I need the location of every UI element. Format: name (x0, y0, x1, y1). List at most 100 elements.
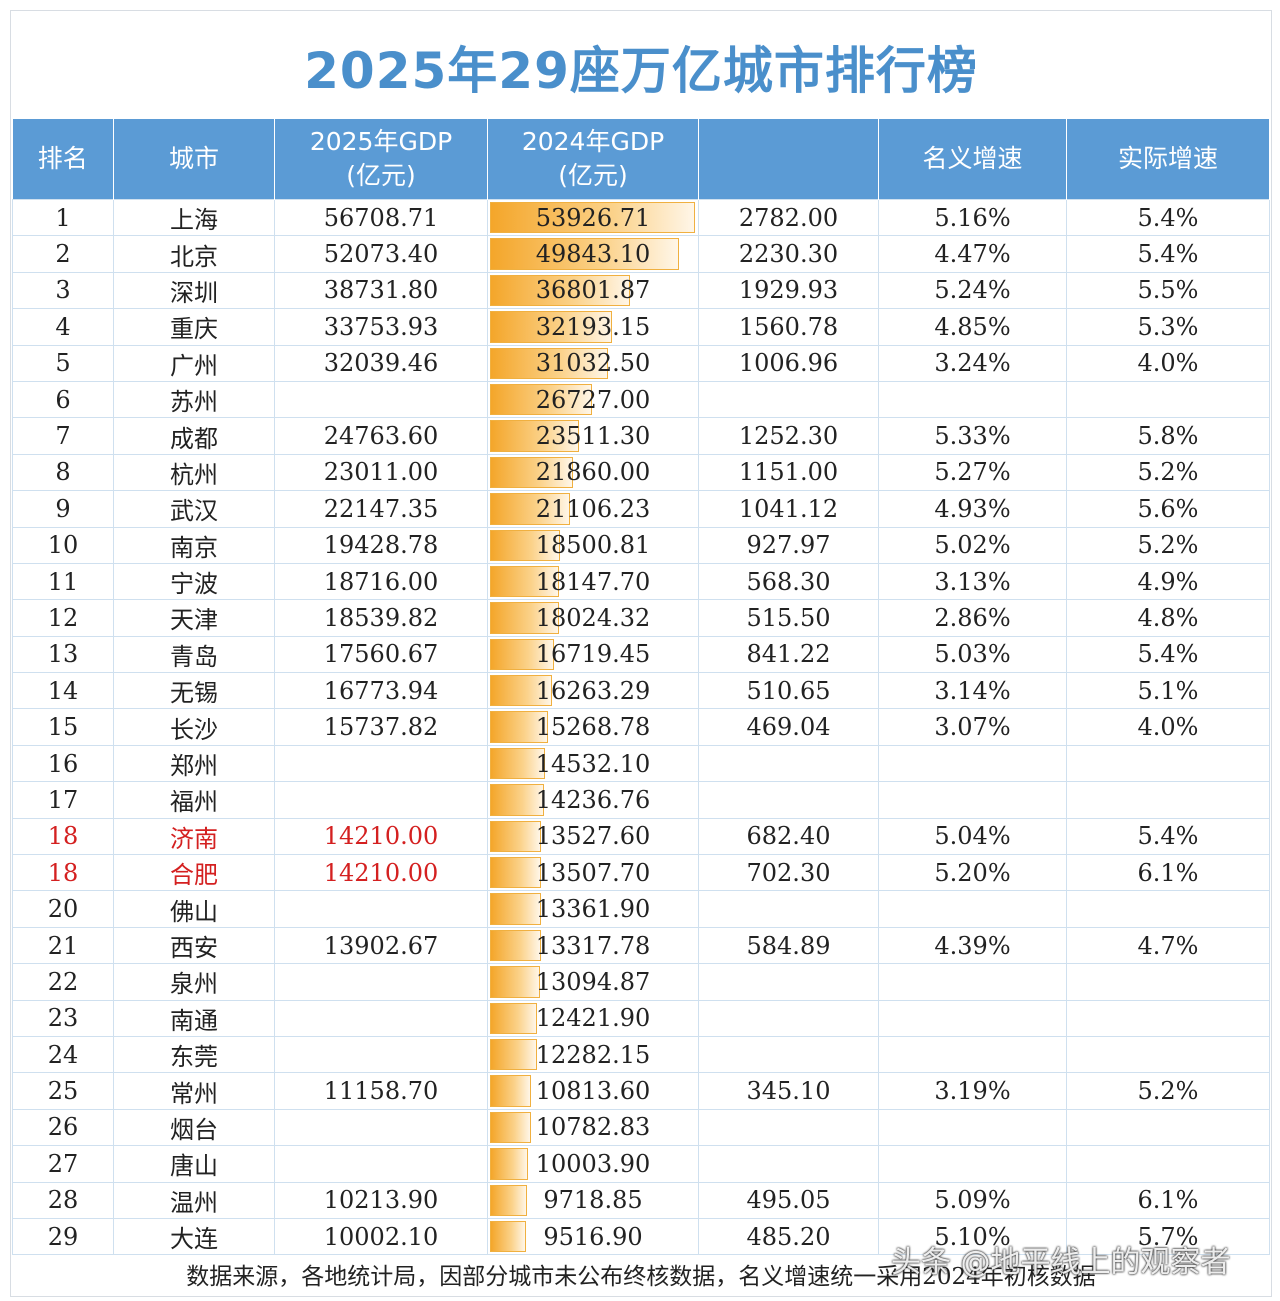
cell-real (1066, 380, 1270, 419)
cell-rank: 12 (12, 599, 114, 637)
table-row: 12 天津 18539.82 18024.32 515.50 2.86% 4.8% (12, 599, 1270, 637)
cell-city: 常州 (113, 1072, 275, 1110)
cell-nominal (878, 1035, 1067, 1074)
gdp-2024-value: 9718.85 (543, 1186, 643, 1215)
cell-nominal: 4.85% (878, 308, 1067, 346)
cell-city: 天津 (113, 599, 275, 637)
header-real-growth: 实际增速 (1066, 119, 1270, 200)
cell-gdp2024: 49843.10 (487, 235, 699, 273)
cell-real (1066, 1145, 1270, 1183)
cell-gdp2025: 52073.40 (274, 235, 488, 273)
table-row: 1 上海 56708.71 53926.71 2782.00 5.16% 5.4% (12, 198, 1270, 237)
cell-gdp2024: 10813.60 (487, 1072, 699, 1110)
cell-gdp2025: 33753.93 (274, 308, 488, 346)
cell-diff (698, 380, 879, 419)
cell-real (1066, 744, 1270, 783)
cell-real (1066, 781, 1270, 819)
cell-rank: 4 (12, 308, 114, 346)
cell-diff (698, 781, 879, 819)
table-row: 27 唐山 10003.90 (12, 1145, 1270, 1183)
gdp-2024-value: 26727.00 (535, 385, 651, 414)
table-header: 排名 城市 2025年GDP (亿元) 2024年GDP (亿元) 名义增速 实际增速 (12, 119, 1270, 200)
cell-gdp2025 (274, 999, 488, 1037)
cell-gdp2024: 9516.90 (487, 1217, 699, 1256)
cell-gdp2025 (274, 963, 488, 1001)
data-bar (490, 602, 559, 634)
header-gdp-2025: 2025年GDP (亿元) (274, 119, 488, 200)
data-bar (490, 529, 561, 561)
cell-rank: 8 (12, 453, 114, 492)
data-bar (490, 820, 542, 853)
cell-real: 5.4% (1066, 235, 1270, 273)
data-bar (490, 420, 580, 452)
cell-real: 4.0% (1066, 708, 1270, 746)
cell-gdp2024: 18024.32 (487, 599, 699, 637)
data-bar (490, 311, 613, 343)
cell-rank: 20 (12, 890, 114, 928)
cell-rank: 24 (12, 1035, 114, 1074)
gdp-2024-value: 9516.90 (543, 1222, 643, 1251)
cell-gdp2025: 18539.82 (274, 599, 488, 637)
cell-real (1066, 1108, 1270, 1147)
cell-real: 6.1% (1066, 854, 1270, 892)
cell-city: 福州 (113, 781, 275, 819)
cell-gdp2025: 56708.71 (274, 198, 488, 237)
cell-diff: 1041.12 (698, 490, 879, 528)
table-row: 10 南京 19428.78 18500.81 927.97 5.02% 5.2% (12, 526, 1270, 564)
cell-gdp2025: 14210.00 (274, 854, 488, 892)
cell-diff (698, 963, 879, 1001)
header-nominal-growth: 名义增速 (878, 119, 1067, 200)
cell-city: 温州 (113, 1181, 275, 1219)
cell-city: 苏州 (113, 380, 275, 419)
cell-gdp2025: 14210.00 (274, 817, 488, 856)
cell-rank: 21 (12, 926, 114, 965)
gdp-2024-value: 13527.60 (535, 822, 651, 851)
data-bar (490, 747, 546, 780)
gdp-2024-value: 53926.71 (535, 203, 651, 232)
cell-nominal: 4.39% (878, 926, 1067, 965)
cell-rank: 11 (12, 562, 114, 601)
cell-real: 4.8% (1066, 599, 1270, 637)
gdp-2024-value: 31032.50 (535, 349, 651, 378)
table-row: 23 南通 12421.90 (12, 999, 1270, 1037)
cell-gdp2025: 38731.80 (274, 271, 488, 310)
cell-gdp2024: 32193.15 (487, 308, 699, 346)
cell-gdp2025 (274, 781, 488, 819)
cell-real: 5.2% (1066, 453, 1270, 492)
table-row: 11 宁波 18716.00 18147.70 568.30 3.13% 4.9% (12, 562, 1270, 601)
cell-real: 5.3% (1066, 308, 1270, 346)
cell-nominal (878, 890, 1067, 928)
table-row: 29 大连 10002.10 9516.90 485.20 5.10% 5.7% (12, 1217, 1270, 1256)
cell-real (1066, 963, 1270, 1001)
cell-diff: 702.30 (698, 854, 879, 892)
cell-diff: 927.97 (698, 526, 879, 564)
cell-diff: 584.89 (698, 926, 879, 965)
cell-nominal (878, 999, 1067, 1037)
table-row: 4 重庆 33753.93 32193.15 1560.78 4.85% 5.3% (12, 308, 1270, 346)
cell-real: 5.4% (1066, 635, 1270, 674)
gdp-2024-value: 18500.81 (535, 531, 651, 560)
cell-nominal: 3.24% (878, 344, 1067, 382)
cell-real: 5.6% (1066, 490, 1270, 528)
cell-city: 郑州 (113, 744, 275, 783)
cell-rank: 25 (12, 1072, 114, 1110)
cell-gdp2024: 16263.29 (487, 672, 699, 710)
data-bar (490, 238, 680, 270)
cell-gdp2024: 10003.90 (487, 1145, 699, 1183)
cell-nominal: 5.20% (878, 854, 1067, 892)
cell-rank: 13 (12, 635, 114, 674)
data-bar (490, 1002, 538, 1034)
cell-diff: 1560.78 (698, 308, 879, 346)
cell-gdp2024: 13361.90 (487, 890, 699, 928)
cell-real: 6.1% (1066, 1181, 1270, 1219)
table-row: 3 深圳 38731.80 36801.87 1929.93 5.24% 5.5% (12, 271, 1270, 310)
cell-nominal: 5.33% (878, 417, 1067, 455)
cell-rank: 5 (12, 344, 114, 382)
cell-nominal: 5.16% (878, 198, 1067, 237)
cell-nominal (878, 744, 1067, 783)
table-row: 13 青岛 17560.67 16719.45 841.22 5.03% 5.4% (12, 635, 1270, 674)
cell-nominal (878, 963, 1067, 1001)
cell-nominal (878, 380, 1067, 419)
cell-real: 5.5% (1066, 271, 1270, 310)
table-row: 18 合肥 14210.00 13507.70 702.30 5.20% 6.1% (12, 854, 1270, 892)
